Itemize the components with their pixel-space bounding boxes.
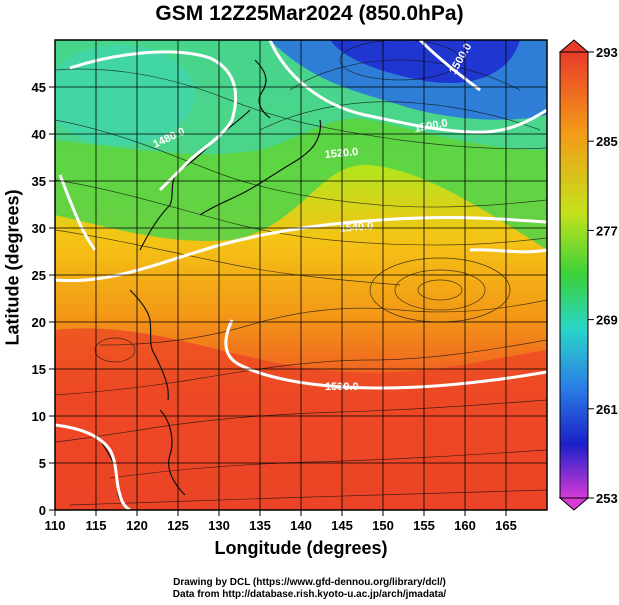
x-tick-label: 160 xyxy=(454,518,476,533)
colorbar-tick-label: 277 xyxy=(596,223,618,238)
y-tick-label: 40 xyxy=(32,127,46,142)
x-axis-label: Longitude (degrees) xyxy=(214,538,388,558)
x-tick-label: 120 xyxy=(126,518,148,533)
x-tick-label: 125 xyxy=(167,518,189,533)
latitude-ticks: 0 5 10 15 20 25 30 35 40 45 xyxy=(32,80,55,518)
colorbar-tick-label: 269 xyxy=(596,313,618,328)
contour-label: 1500.0 xyxy=(413,117,448,135)
credits: Drawing by DCL (https://www.gfd-dennou.o… xyxy=(0,577,619,601)
x-tick-label: 130 xyxy=(208,518,230,533)
colorbar-bottom-arrow xyxy=(558,497,590,511)
colorbar-scale xyxy=(559,51,589,499)
colorbar-tick-label: 261 xyxy=(596,402,618,417)
y-tick-label: 25 xyxy=(32,268,46,283)
y-tick-label: 30 xyxy=(32,221,46,236)
x-tick-label: 145 xyxy=(331,518,353,533)
y-tick-label: 0 xyxy=(39,503,46,518)
wind-streamlines xyxy=(55,40,547,506)
y-tick-label: 20 xyxy=(32,315,46,330)
x-tick-label: 155 xyxy=(413,518,435,533)
y-tick-label: 5 xyxy=(39,456,46,471)
colorbar: 293 285 277 269 261 253 xyxy=(558,39,618,511)
contour-label: 1540.0 xyxy=(339,220,374,235)
x-tick-label: 150 xyxy=(372,518,394,533)
y-axis-label: Latitude (degrees) xyxy=(2,189,23,346)
figure-title: GSM 12Z25Mar2024 (850.0hPa) xyxy=(155,2,464,25)
colorbar-tick-label: 293 xyxy=(596,45,618,60)
x-tick-label: 135 xyxy=(249,518,271,533)
colorbar-top-arrow xyxy=(558,39,590,53)
colorbar-tick-label: 253 xyxy=(596,491,618,506)
colorbar-ticks: 293 285 277 269 261 253 xyxy=(588,45,618,506)
credit-data: Data from http://database.rish.kyoto-u.a… xyxy=(172,589,447,600)
credit-drawing: Drawing by DCL (https://www.gfd-dennou.o… xyxy=(173,577,446,588)
x-tick-label: 115 xyxy=(86,518,107,533)
y-tick-label: 10 xyxy=(32,409,46,424)
y-tick-label: 45 xyxy=(32,80,46,95)
height-contours xyxy=(55,40,547,510)
x-tick-label: 165 xyxy=(495,518,517,533)
contour-label: 1520.0 xyxy=(324,146,359,161)
colorbar-tick-label: 285 xyxy=(596,134,618,149)
y-tick-label: 15 xyxy=(32,362,46,377)
longitude-ticks: 110 115 120 125 130 135 140 145 150 155 160 165 xyxy=(45,510,517,533)
y-tick-label: 35 xyxy=(32,174,46,189)
x-tick-label: 140 xyxy=(290,518,312,533)
x-tick-label: 110 xyxy=(45,518,66,533)
